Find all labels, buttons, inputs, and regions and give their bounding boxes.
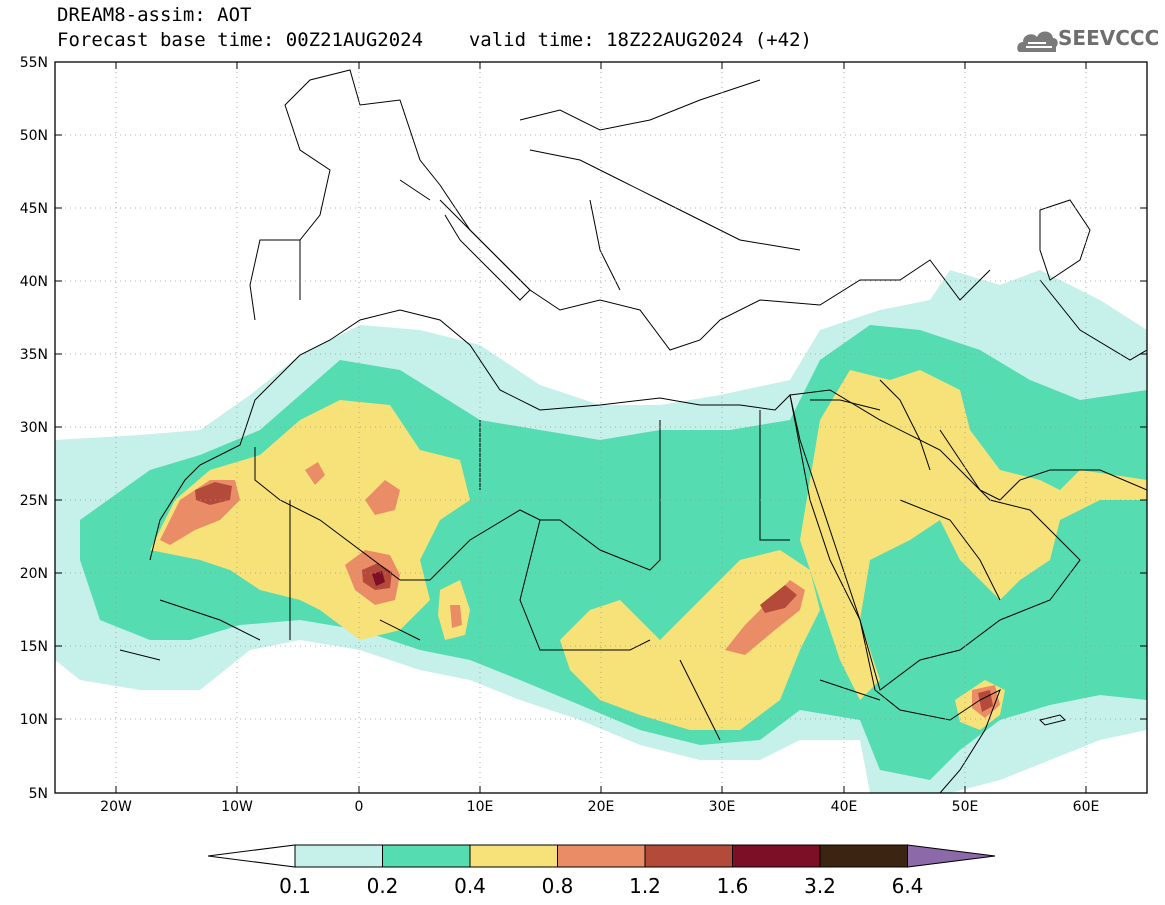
colorbar-segment — [469, 844, 558, 868]
aot-contour-1.2 — [760, 585, 797, 613]
colorbar-label: 1.6 — [717, 874, 749, 898]
lon-tick-label: 10W — [221, 799, 253, 815]
aot-field — [55, 270, 1147, 793]
aot-contour-0.8 — [450, 605, 462, 628]
colorbar-label: 0.8 — [542, 874, 574, 898]
lat-tick-label: 35N — [20, 347, 48, 363]
border-lines — [119, 79, 1147, 741]
colorbar-label: 0.2 — [367, 874, 399, 898]
lat-tick-label: 40N — [20, 274, 48, 290]
lat-tick-label: 30N — [20, 420, 48, 436]
forecast-base-time: Forecast base time: 00Z21AUG2024 — [57, 29, 424, 51]
colorbar-label: 6.4 — [892, 874, 924, 898]
lon-tick-label: 10E — [467, 799, 494, 815]
europe-coastline — [249, 69, 991, 351]
madagascar-socotra — [1039, 714, 1066, 726]
colorbar — [207, 844, 996, 868]
lon-tick-label: 60E — [1073, 799, 1100, 815]
colorbar-segment — [819, 844, 908, 868]
colorbar-label: 0.4 — [454, 874, 486, 898]
axis-ticks — [55, 62, 1147, 793]
lat-tick-label: 50N — [20, 128, 48, 144]
lat-tick-label: 10N — [20, 712, 48, 728]
lat-tick-label: 55N — [20, 55, 48, 71]
colorbar-segment — [644, 844, 733, 868]
aot-contour-0.8 — [365, 480, 400, 515]
grid-lines — [55, 62, 1147, 793]
valid-time: valid time: 18Z22AUG2024 (+42) — [468, 29, 812, 51]
colorbar-segment — [732, 844, 821, 868]
coastlines-borders — [119, 69, 1147, 793]
lat-tick-label: 5N — [29, 786, 48, 802]
lat-tick-label: 15N — [20, 639, 48, 655]
lat-tick-label: 45N — [20, 201, 48, 217]
aot-contour-1.6 — [372, 571, 385, 586]
lon-tick-label: 20W — [100, 799, 132, 815]
aot-contour-1.2 — [195, 482, 232, 505]
lon-tick-label: 20E — [588, 799, 615, 815]
colorbar-right-arrow — [907, 844, 996, 868]
lon-tick-label: 50E — [952, 799, 979, 815]
aot-contour-0.4 — [560, 550, 820, 730]
colorbar-segment — [382, 844, 471, 868]
aot-contour-0.8 — [305, 462, 325, 485]
lat-tick-label: 25N — [20, 493, 48, 509]
colorbar-segment — [557, 844, 646, 868]
italy-coastline — [439, 199, 531, 301]
title-line-1: DREAM8-assim: AOT — [57, 4, 252, 26]
lon-tick-label: 40E — [831, 799, 858, 815]
colorbar-label: 3.2 — [804, 874, 836, 898]
aot-contour-0.4 — [800, 370, 1147, 700]
colorbar-label: 0.1 — [279, 874, 311, 898]
gulf-coastline — [939, 429, 1147, 501]
lat-tick-label: 20N — [20, 566, 48, 582]
lon-tick-label: 0 — [355, 799, 364, 815]
cloud-logo-icon — [1017, 31, 1058, 52]
africa-coastline — [149, 309, 1001, 793]
logo-text: SEEVCCC — [1058, 26, 1160, 50]
caspian-coastline — [1039, 199, 1091, 281]
colorbar-segment — [294, 844, 383, 868]
colorbar-label: 1.2 — [629, 874, 661, 898]
lon-tick-label: 30E — [709, 799, 736, 815]
title-line-2: Forecast base time: 00Z21AUG2024 valid t… — [57, 29, 812, 51]
colorbar-left-arrow — [207, 844, 296, 868]
